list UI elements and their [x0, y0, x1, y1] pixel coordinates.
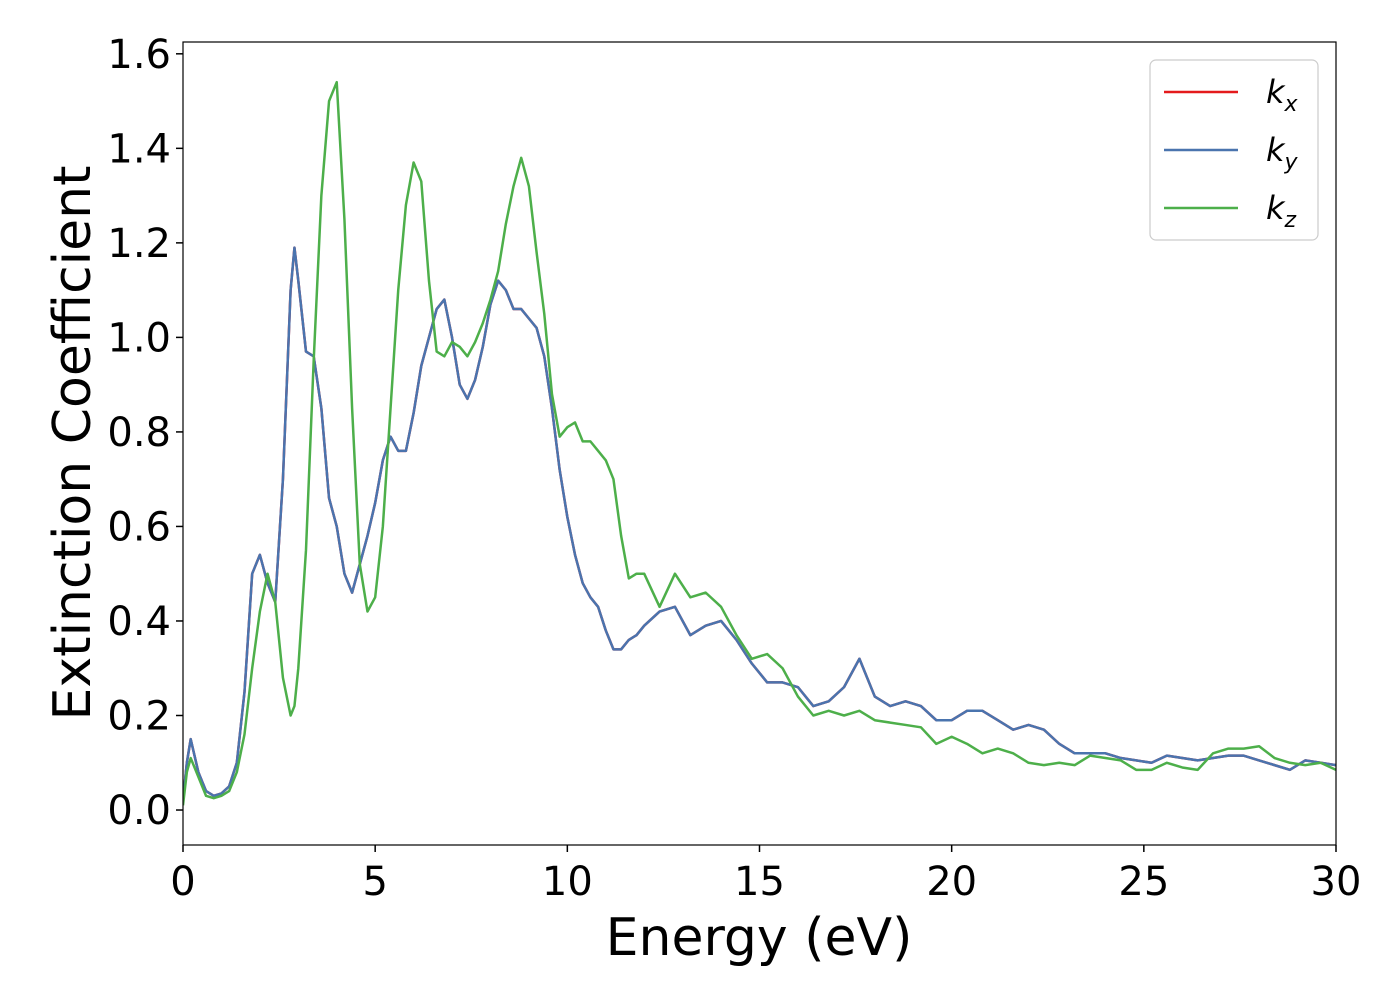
line-series: [183, 80, 1336, 806]
line-series: [183, 246, 1336, 801]
y-tick-label: 0.6: [107, 504, 171, 550]
y-tick-label: 1.0: [107, 315, 171, 361]
x-tick-label: 0: [170, 859, 195, 905]
x-tick-label: 10: [542, 859, 593, 905]
x-tick-label: 25: [1118, 859, 1169, 905]
y-tick-label: 0.0: [107, 788, 171, 834]
line-series: [183, 246, 1336, 801]
plot-frame: [182, 41, 1337, 846]
y-tick-label: 0.4: [107, 599, 171, 645]
x-axis-label: Energy (eV): [606, 908, 913, 968]
x-tick-label: 20: [926, 859, 977, 905]
y-tick-label: 1.4: [107, 126, 171, 172]
y-tick-label: 1.6: [107, 32, 171, 78]
x-tick-label: 15: [734, 859, 785, 905]
legend-label: kz: [1266, 189, 1297, 233]
plot-area: [183, 80, 1336, 806]
x-tick-label: 5: [362, 859, 387, 905]
legend-label: kx: [1266, 73, 1299, 117]
legend-label: ky: [1266, 131, 1299, 175]
y-tick-label: 0.8: [107, 410, 171, 456]
x-tick-label: 30: [1311, 859, 1362, 905]
y-tick-label: 1.2: [107, 221, 171, 267]
y-tick-label: 0.2: [107, 693, 171, 739]
y-axis-label: Extinction Coefficient: [43, 166, 103, 721]
